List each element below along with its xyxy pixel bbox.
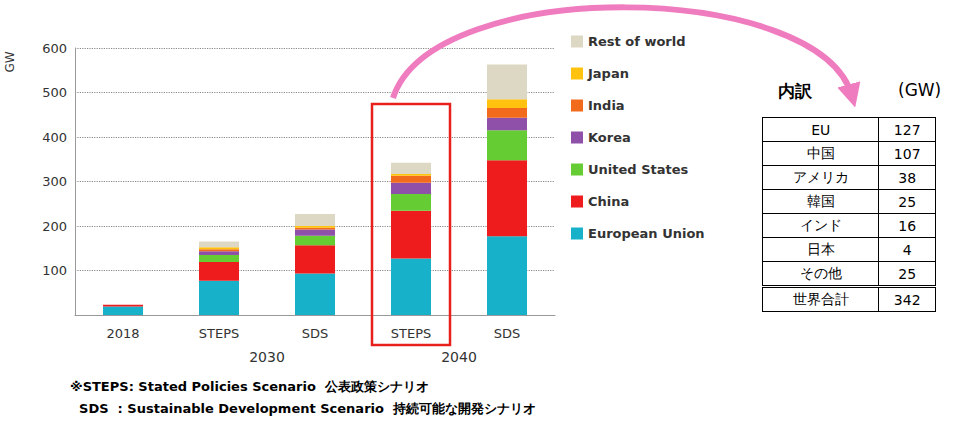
svg-text:2030: 2030 [249, 349, 285, 365]
svg-text:STEPS: STEPS [199, 326, 240, 341]
svg-text:100: 100 [42, 263, 67, 278]
html-text:その他: その他 [799, 264, 842, 281]
html-text:※STEPS: Stated Policies Scenar: ※STEPS: Stated Policies Scenario公表政策シナリオ [70, 379, 429, 394]
svg-text:India: India [588, 98, 625, 113]
svg-text:European Union: European Union [588, 226, 705, 241]
svg-text:200: 200 [42, 219, 67, 234]
html-text:4: 4 [902, 241, 912, 258]
svg-text:GW: GW [3, 51, 17, 72]
svg-text:2018: 2018 [106, 326, 139, 341]
html-text:25: 25 [898, 265, 917, 282]
html-text:SDS : Sustainable Development: SDS : Sustainable Development Scenario持続… [70, 401, 536, 416]
html-text:25: 25 [898, 193, 917, 210]
svg-text:Korea: Korea [588, 130, 631, 145]
svg-text:Japan: Japan [587, 66, 629, 81]
html-text:世界合計: 世界合計 [792, 290, 849, 307]
html-text:韓国: 韓国 [806, 192, 835, 209]
svg-text:United States: United States [588, 162, 689, 177]
svg-text:400: 400 [42, 130, 67, 145]
html-text:38: 38 [898, 169, 917, 186]
html-text:インド: インド [799, 216, 842, 233]
svg-text:600: 600 [42, 41, 67, 56]
svg-text:2040: 2040 [441, 349, 477, 365]
svg-text:SDS: SDS [302, 326, 329, 341]
svg-text:Rest of world: Rest of world [588, 34, 686, 49]
html-text:342: 342 [893, 291, 921, 308]
html-text:中国: 中国 [806, 144, 835, 161]
svg-text:500: 500 [42, 85, 67, 100]
html-text:(GW): (GW) [898, 80, 942, 100]
html-text:アメリカ: アメリカ [792, 168, 849, 185]
svg-text:300: 300 [42, 174, 67, 189]
html-text:内訳: 内訳 [778, 81, 812, 101]
svg-text:STEPS: STEPS [391, 326, 432, 341]
html-text:107: 107 [893, 145, 921, 162]
html-text:127: 127 [893, 121, 921, 138]
html-text:日本: 日本 [806, 240, 835, 257]
svg-text:SDS: SDS [494, 326, 521, 341]
html-text:EU: EU [811, 121, 831, 138]
svg-text:China: China [588, 194, 629, 209]
html-text:16: 16 [898, 217, 917, 234]
